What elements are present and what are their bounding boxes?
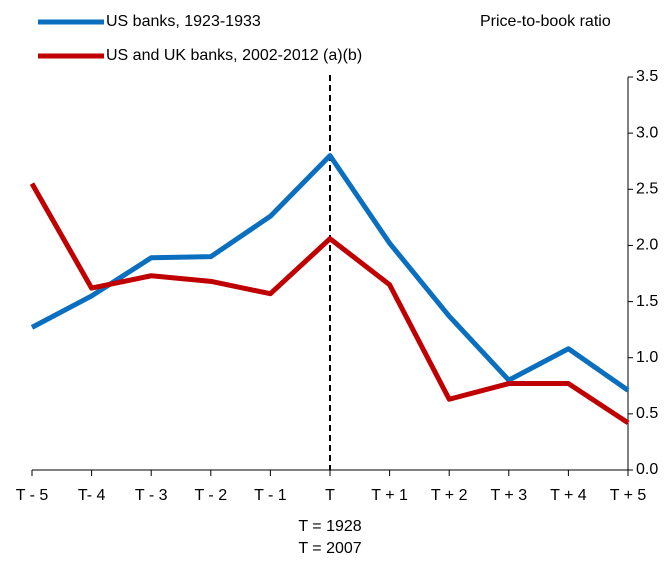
- x-tick-label: T: [325, 487, 335, 504]
- data-line: [30, 153, 630, 393]
- y-tick-label: 1.0: [636, 349, 658, 366]
- x-tick-label: T- 4: [78, 487, 106, 504]
- x-tick-label: T - 5: [16, 487, 49, 504]
- x-tick-label: T + 3: [490, 487, 527, 504]
- y-axis-label: Price-to-book ratio: [480, 13, 611, 30]
- x-tick-label: T - 3: [135, 487, 168, 504]
- x-tick-label: T - 2: [194, 487, 227, 504]
- annotation: T = 2007: [298, 540, 361, 557]
- y-tick-label: 3.0: [636, 124, 658, 141]
- y-tick-label: 3.5: [636, 68, 658, 85]
- legend-label: US banks, 1923-1933: [106, 13, 261, 30]
- x-tick-label: T + 5: [610, 487, 647, 504]
- data-line: [29, 182, 630, 425]
- x-tick-label: T + 1: [371, 487, 408, 504]
- annotation: T = 1928: [298, 518, 361, 535]
- y-tick-label: 0.0: [636, 461, 658, 478]
- y-tick-label: 2.0: [636, 237, 658, 254]
- legend-label: US and UK banks, 2002-2012 (a)(b): [106, 47, 362, 64]
- y-tick-label: 0.5: [636, 405, 658, 422]
- y-tick-label: 1.5: [636, 293, 658, 310]
- y-tick-label: 2.5: [636, 181, 658, 198]
- x-tick-label: T + 4: [550, 487, 587, 504]
- x-tick-label: T + 2: [431, 487, 468, 504]
- x-tick-label: T - 1: [254, 487, 287, 504]
